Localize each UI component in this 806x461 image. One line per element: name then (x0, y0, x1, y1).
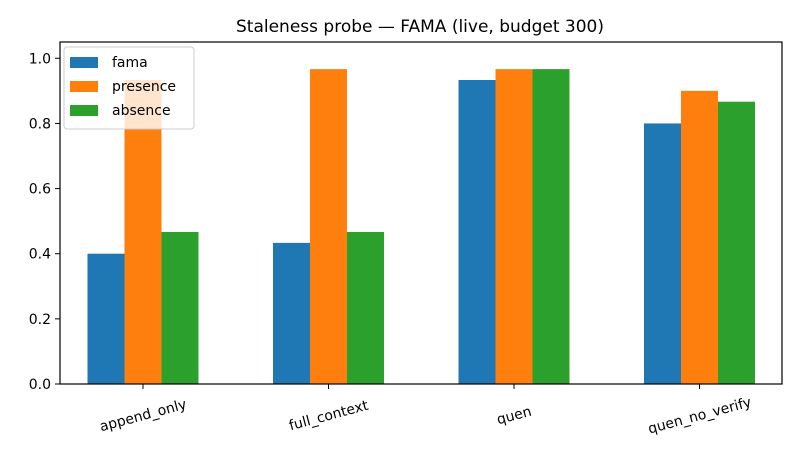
y-tick-label: 0.0 (29, 377, 51, 393)
y-axis: 0.0 0.2 0.4 0.6 0.8 1.0 (29, 51, 60, 393)
y-tick-label: 0.8 (29, 116, 51, 132)
bar-absence-append_only (161, 231, 199, 384)
legend-swatch-absence (70, 105, 98, 116)
bar-presence-quen (495, 69, 533, 384)
legend-label-fama: fama (112, 55, 148, 71)
legend-swatch-fama (70, 57, 98, 68)
bars-group (87, 69, 755, 385)
bar-presence-append_only (124, 80, 162, 384)
bar-fama-quen_no_verify (644, 123, 681, 385)
x-tick-label: quen (495, 404, 533, 429)
x-tick-label: full_context (287, 398, 370, 435)
x-tick-label: append_only (98, 397, 188, 436)
legend-label-absence: absence (112, 103, 171, 119)
bar-fama-append_only (87, 253, 125, 384)
legend-label-presence: presence (112, 79, 176, 95)
y-tick-label: 0.2 (29, 312, 51, 328)
legend: fama presence absence (63, 46, 195, 130)
y-tick-label: 1.0 (29, 51, 51, 67)
x-axis: append_only full_context quen quen_no_verif… (98, 384, 753, 437)
bar-presence-full_context (310, 69, 347, 384)
bar-absence-quen_no_verify (718, 101, 755, 384)
bar-absence-quen (532, 69, 570, 384)
bar-fama-full_context (273, 242, 310, 384)
bar-presence-quen_no_verify (681, 90, 718, 385)
plot-frame (59, 41, 783, 385)
bar-fama-quen (458, 80, 496, 384)
x-tick-label: quen_no_verify (646, 394, 753, 437)
y-tick-label: 0.4 (29, 247, 51, 263)
y-tick-label: 0.6 (29, 182, 51, 198)
bar-absence-full_context (347, 231, 384, 384)
legend-swatch-presence (70, 81, 98, 92)
chart-title: Staleness probe — FAMA (live, budget 300… (236, 17, 604, 37)
